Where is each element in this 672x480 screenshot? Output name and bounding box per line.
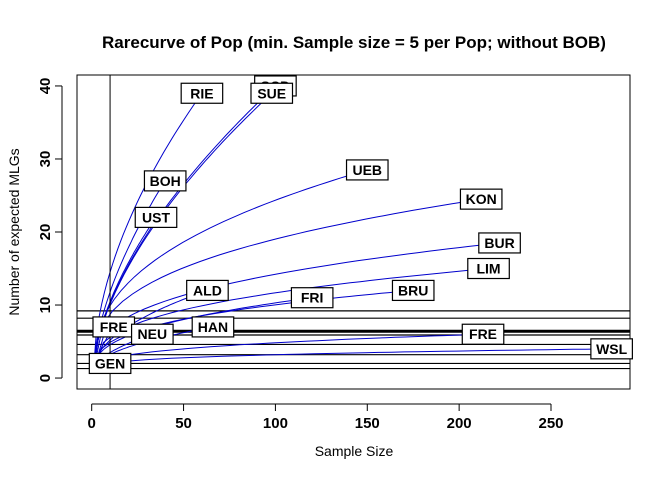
x-axis: 0 50 100 150 200 250 — [88, 403, 564, 432]
pop-label-box — [88, 352, 132, 375]
pop-label-box — [186, 279, 229, 302]
curve-boh — [93, 180, 166, 371]
pop-label-text: FRE — [469, 326, 497, 342]
pop-label-box — [191, 316, 235, 338]
pop-label-box — [250, 82, 294, 104]
x-tick-label: 100 — [263, 415, 288, 432]
y-tick-label: 0 — [37, 374, 54, 382]
x-tick-label: 150 — [355, 415, 380, 432]
curve-kon — [93, 198, 482, 371]
pop-label-box — [290, 287, 334, 309]
pop-label-text: RIE — [190, 85, 213, 101]
chart-title: Rarecurve of Pop (min. Sample size = 5 p… — [102, 33, 606, 52]
pop-label-text: BUR — [484, 235, 514, 251]
pop-label-lim: LIM — [467, 257, 510, 280]
curve-wsl — [93, 348, 612, 372]
pop-label-gen: GEN — [88, 352, 132, 375]
pop-label-box — [459, 188, 503, 210]
pop-label-text: UST — [142, 209, 170, 225]
y-tick-label: 40 — [37, 78, 54, 95]
pop-label-box — [143, 170, 187, 192]
pop-label-box — [130, 323, 174, 345]
y-tick-label: 20 — [37, 224, 54, 241]
plot-frame — [76, 74, 631, 390]
pop-label-text: BRU — [398, 282, 428, 298]
pop-label-ald: ALD — [186, 279, 229, 302]
y-tick-label: 10 — [37, 297, 54, 314]
pop-label-text: LIM — [476, 261, 500, 277]
pop-label-box — [134, 206, 178, 228]
pop-label-box — [478, 232, 521, 254]
x-tick-label: 250 — [538, 415, 563, 432]
pop-label-neu: NEU — [130, 323, 174, 345]
pop-label-box — [180, 82, 224, 104]
pop-label-text: HAN — [198, 319, 228, 335]
curve-bur — [93, 242, 500, 371]
pop-label-kon: KON — [459, 188, 503, 210]
pop-label-bru: BRU — [391, 279, 435, 302]
pop-label-text: GEN — [95, 355, 125, 371]
pop-label-text: KON — [466, 191, 497, 207]
y-tick-label: 30 — [37, 151, 54, 168]
pop-label-box — [461, 323, 505, 345]
pop-label-text: WSL — [596, 341, 628, 357]
pop-label-fre: FRE — [92, 316, 136, 338]
pop-label-text: FRE — [100, 319, 128, 335]
curve-ueb — [93, 169, 368, 371]
pop-label-fre: FRE — [461, 323, 505, 345]
pop-label-text: FRI — [301, 290, 324, 306]
y-axis-label: Number of expected MLGs — [6, 148, 22, 315]
y-axis: 0 10 20 30 40 — [37, 78, 63, 382]
pop-label-ueb: UEB — [345, 159, 389, 181]
pop-label-bur: BUR — [478, 232, 521, 254]
pop-label-box — [391, 279, 435, 302]
pop-label-box — [467, 257, 510, 280]
population-labels: RIESCDSUEBOHUSTUEBKONBURLIMBRUFRIALDHANF… — [88, 75, 633, 375]
pop-label-text: UEB — [352, 162, 382, 178]
pop-label-box — [590, 338, 633, 360]
pop-label-han: HAN — [191, 316, 235, 338]
pop-label-boh: BOH — [143, 170, 187, 192]
pop-label-text: BOH — [150, 173, 181, 189]
pop-label-box — [345, 159, 389, 181]
pop-label-sue: SUE — [250, 82, 294, 104]
pop-label-text: ALD — [193, 282, 222, 298]
curve-fre — [93, 333, 484, 372]
pop-label-text: NEU — [138, 326, 168, 342]
x-tick-label: 50 — [175, 415, 192, 432]
x-axis-label: Sample Size — [315, 443, 394, 459]
pop-label-wsl: WSL — [590, 338, 633, 360]
pop-label-ust: UST — [134, 206, 178, 228]
pop-label-text: SUE — [257, 85, 286, 101]
pop-label-fri: FRI — [290, 287, 334, 309]
pop-label-rie: RIE — [180, 82, 224, 104]
x-tick-label: 200 — [447, 415, 472, 432]
x-tick-label: 0 — [88, 415, 96, 432]
